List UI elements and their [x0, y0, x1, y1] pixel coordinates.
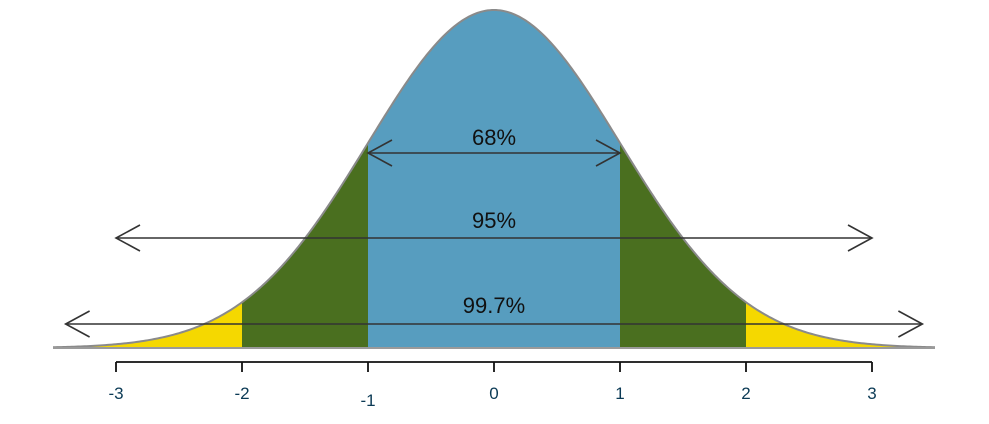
arrow-head-right — [595, 139, 622, 167]
interval-label: 68% — [472, 125, 516, 150]
interval-99-7: 99.7% — [63, 293, 925, 338]
center-one-sd-region — [368, 10, 620, 348]
arrow-head-left — [63, 310, 90, 338]
interval-68: 68% — [366, 125, 622, 167]
x-tick-label: 2 — [741, 384, 750, 403]
normal-curve — [52, 8, 936, 349]
left-tail-region — [53, 302, 242, 348]
x-tick-label: -1 — [360, 391, 375, 410]
arrow-head-left — [114, 224, 141, 252]
arrow-head-left — [366, 139, 393, 167]
interval-arrows: 68% 95% 99.7% — [63, 125, 925, 338]
right-tail-region — [746, 302, 935, 348]
arrow-head-right — [847, 224, 874, 252]
interval-label: 99.7% — [463, 293, 525, 318]
x-tick-label: -3 — [108, 384, 123, 403]
interval-95: 95% — [114, 208, 874, 252]
x-tick-label: 0 — [489, 384, 498, 403]
interval-label: 95% — [472, 208, 516, 233]
x-tick-label: 3 — [867, 384, 876, 403]
x-tick-label: -2 — [234, 384, 249, 403]
arrow-head-right — [898, 310, 925, 338]
x-tick-label: 1 — [615, 384, 624, 403]
x-axis: -3 -2 -1 0 1 2 3 — [108, 361, 877, 410]
